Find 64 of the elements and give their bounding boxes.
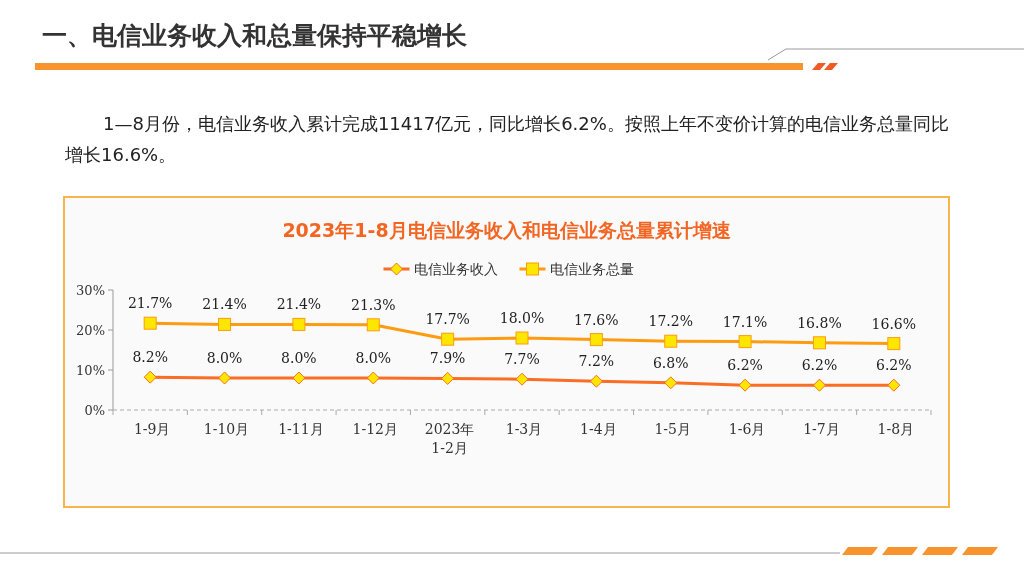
data-label: 6.2% — [801, 357, 838, 374]
data-label: 21.7% — [127, 295, 173, 312]
point — [218, 317, 232, 331]
y-tick-label: 10% — [76, 362, 105, 378]
x-tick-label: 1-3月 — [504, 420, 544, 439]
data-label: 8.0% — [355, 350, 392, 366]
data-label: 8.2% — [132, 349, 168, 366]
data-label: 7.9% — [429, 350, 466, 367]
point — [441, 371, 455, 385]
x-tick-label: 1-11月 — [277, 420, 325, 439]
data-label: 7.2% — [578, 353, 615, 370]
point — [812, 336, 826, 350]
x-tick-label: 1-9月 — [132, 420, 172, 439]
point — [366, 318, 380, 332]
data-label: 21.4% — [276, 296, 322, 313]
chart-title: 2023年1-8月电信业务收入和电信业务总量累计增速 — [282, 219, 731, 241]
data-label: 6.2% — [727, 357, 763, 374]
x-tick-label: 1-8月 — [876, 420, 916, 439]
point — [515, 331, 529, 345]
legend-label: 电信业务总量 — [549, 261, 634, 277]
x-tick-label: 1-6月 — [727, 420, 767, 439]
data-label: 21.3% — [351, 296, 396, 313]
data-label: 6.2% — [876, 357, 912, 374]
point — [143, 316, 157, 330]
data-label: 6.8% — [652, 354, 689, 371]
point — [887, 378, 901, 392]
x-tick-label: 1-12月 — [351, 420, 399, 439]
y-tick-label: 30% — [76, 282, 105, 298]
x-tick-label: 1-10月 — [202, 420, 251, 439]
text: 一、电信业务收入和总量保持平稳增长 — [42, 20, 467, 52]
point — [366, 371, 380, 385]
data-label: 7.7% — [504, 351, 540, 368]
data-label: 8.0% — [206, 350, 243, 366]
data-label: 18.0% — [499, 310, 545, 326]
point — [738, 378, 752, 392]
text: 1—8月份，电信业务收入累计完成11417亿元，同比增长6.2%。按照上年不变价计算的电信业务总量同比增长16.6%。 — [65, 112, 950, 167]
data-label: 8.0% — [281, 350, 317, 366]
point — [812, 378, 826, 392]
point — [738, 335, 752, 349]
point — [664, 334, 678, 348]
data-label: 17.1% — [722, 313, 768, 330]
data-label: 21.4% — [202, 296, 247, 313]
data-label: 17.2% — [648, 313, 693, 330]
point — [589, 374, 603, 388]
legend-label: 电信业务收入 — [413, 261, 498, 277]
y-tick-label: 20% — [76, 322, 105, 338]
data-label: 16.6% — [871, 315, 917, 332]
point — [515, 372, 529, 386]
x-tick-label: 1-5月 — [653, 420, 692, 439]
point — [441, 332, 455, 346]
point — [664, 376, 678, 390]
point — [292, 317, 306, 331]
x-tick-label: 1-4月 — [579, 420, 618, 439]
data-label: 16.8% — [797, 314, 842, 331]
point — [143, 370, 157, 384]
y-tick-label: 0% — [84, 402, 105, 418]
point — [589, 333, 603, 347]
point — [887, 337, 901, 351]
x-tick-label: 1-7月 — [802, 420, 841, 439]
x-tick-label: 2023年1-2月 — [423, 420, 476, 458]
point — [292, 371, 306, 385]
data-label: 17.7% — [425, 311, 470, 328]
data-label: 17.6% — [574, 311, 619, 328]
point — [218, 371, 232, 385]
